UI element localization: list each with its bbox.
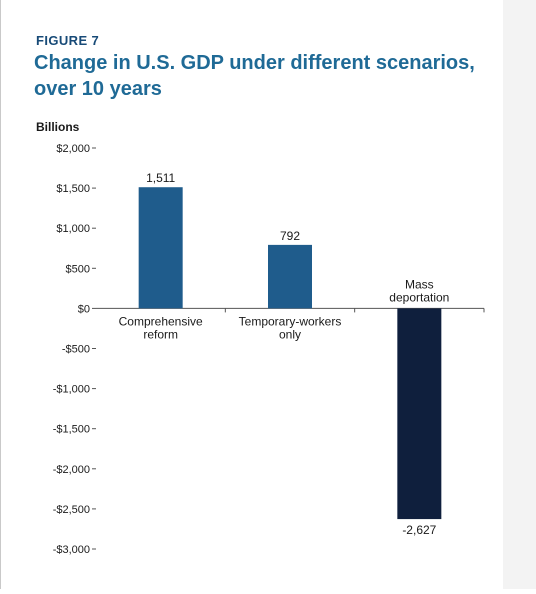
y-tick-label: -$3,000 [53, 544, 90, 556]
y-tick-label: $500 [66, 263, 90, 275]
y-tick-label: -$2,500 [53, 504, 90, 516]
data-label: 792 [280, 229, 300, 243]
y-tick-label: $1,500 [56, 183, 90, 195]
data-label: 1,511 [146, 171, 175, 185]
y-tick-label: $0 [78, 303, 90, 315]
data-label: -2,627 [402, 523, 436, 537]
category-label: deportation [389, 290, 449, 304]
y-tick-label: -$500 [62, 344, 90, 356]
left-border [0, 0, 1, 589]
category-label: Mass [405, 277, 434, 291]
category-label: reform [143, 327, 178, 341]
chart-title: Change in U.S. GDP under different scena… [34, 52, 475, 100]
right-margin-panel [503, 0, 536, 589]
bar [268, 244, 312, 309]
y-tick-label: $1,000 [56, 223, 90, 235]
y-tick-label: -$2,000 [53, 464, 90, 476]
chart-area: Billions $2,000 $1,500 $1,000 $500 $0 -$500 -$1… [36, 120, 485, 556]
y-tick-label: -$1,000 [53, 384, 90, 396]
category-label: Comprehensive [119, 314, 203, 328]
figure-label: FIGURE 7 [36, 33, 100, 48]
y-axis-unit-label: Billions [36, 120, 80, 134]
category-label: Temporary-workers [239, 314, 342, 328]
y-tick-label: -$1,500 [53, 424, 90, 436]
bar-chart: Billions $2,000 $1,500 $1,000 $500 $0 -$500 -$1… [36, 120, 485, 556]
category-label: only [279, 327, 301, 341]
bar [397, 308, 442, 520]
bar [138, 187, 183, 309]
y-tick-label: $2,000 [56, 143, 90, 155]
